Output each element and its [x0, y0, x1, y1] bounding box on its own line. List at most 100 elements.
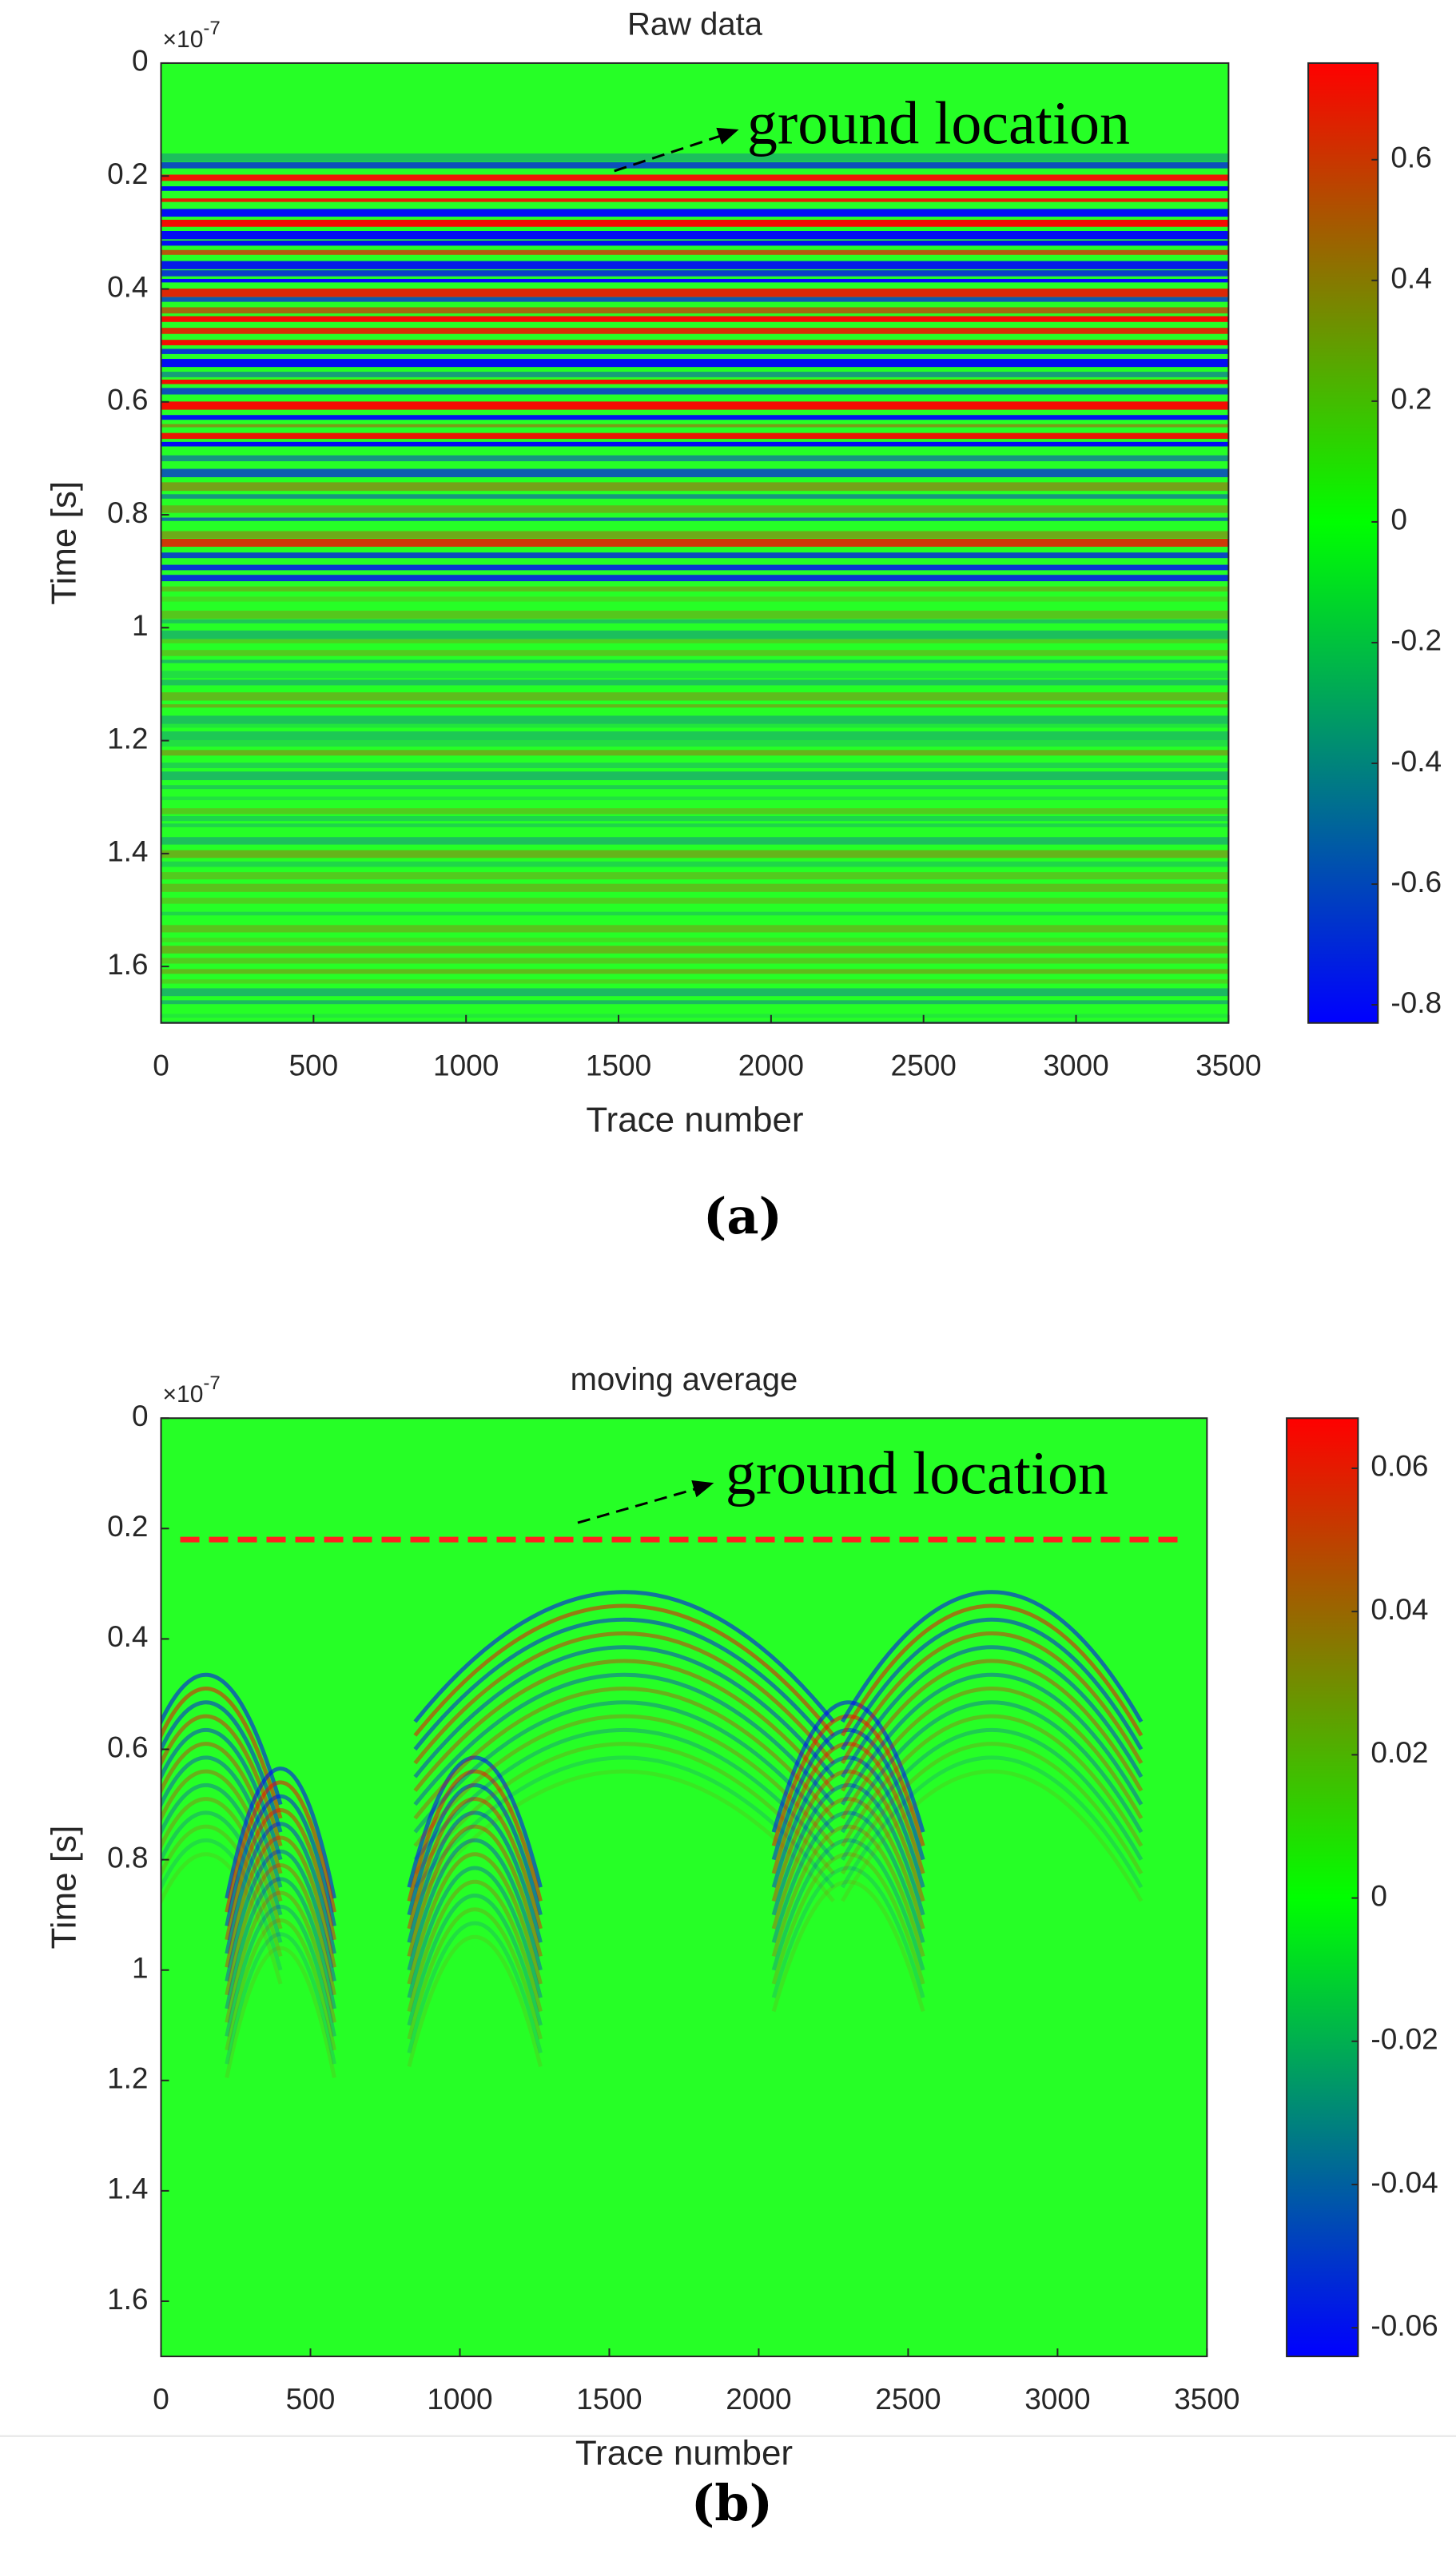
reflection [771, 1824, 925, 1958]
stripe [161, 771, 1229, 781]
stripe [161, 219, 1229, 227]
colorbar-tick-label: 0.6 [1390, 141, 1431, 174]
stripe [161, 349, 1229, 354]
stripe [161, 1000, 1229, 1005]
exponent: -7 [203, 1373, 220, 1395]
x-tick-label: 500 [288, 1050, 338, 1082]
y-tick-label: 1.2 [107, 722, 148, 755]
stripe [161, 455, 1229, 462]
reflection [840, 1603, 1144, 1737]
colorbar-tick-label: 0.4 [1390, 262, 1431, 295]
heatmap-texture [161, 153, 1229, 1023]
stripe [161, 372, 1229, 377]
y-tick-label: 0.8 [107, 496, 148, 529]
stripe [161, 639, 1229, 643]
y-tick-label: 1 [132, 609, 149, 642]
stripe [161, 946, 1229, 954]
stripe [161, 763, 1229, 768]
colorbar-tick-label: -0.4 [1390, 745, 1442, 778]
reflection [407, 1907, 543, 2040]
stripe [161, 739, 1229, 747]
reflection [225, 1780, 336, 1913]
colorbar-tick-label: -0.04 [1370, 2166, 1438, 2199]
stripe [161, 704, 1229, 708]
colorbar-tick-label: 0.06 [1370, 1450, 1428, 1483]
reflection [407, 1866, 543, 1998]
caption: (a) [703, 1187, 782, 1245]
x-tick-label: 3000 [1024, 2383, 1090, 2416]
x-tick-label: 3500 [1174, 2383, 1239, 2416]
stripe [161, 358, 1229, 368]
reflection [225, 1918, 336, 2051]
y-tick-label: 1.4 [107, 835, 148, 868]
stripe [161, 174, 1229, 181]
reflection [840, 1617, 1144, 1751]
x-tick-label: 2500 [891, 1050, 957, 1082]
y-tick-label: 0.6 [107, 384, 148, 416]
stripe [161, 575, 1229, 582]
x-tick-label: 0 [153, 2383, 169, 2416]
y-exponent: ×10-7 [163, 1373, 221, 1408]
reflection [407, 1797, 543, 1930]
reflection [840, 1631, 1144, 1765]
stripe [161, 1014, 1229, 1018]
reflection [840, 1742, 1144, 1875]
stripe [161, 424, 1229, 428]
reflection [771, 1852, 925, 1985]
stripe [161, 611, 1229, 619]
stripe [161, 186, 1229, 191]
stripe [161, 441, 1229, 447]
stripe [161, 586, 1229, 592]
reflection [407, 1838, 543, 1971]
y-tick-label: 1.6 [107, 2283, 148, 2316]
stripe [161, 517, 1229, 521]
x-tick-label: 1500 [576, 2383, 642, 2416]
reflection [840, 1769, 1144, 1902]
x-tick-label: 1000 [433, 1050, 499, 1082]
colorbar [1307, 62, 1379, 1024]
x-tick-label: 1000 [427, 2383, 492, 2416]
colorbar-tick-label: 0.02 [1370, 1736, 1428, 1769]
reflection [161, 1838, 283, 1971]
y-tick-label: 1.4 [107, 2173, 148, 2205]
reflection [407, 1810, 543, 1943]
stripe [161, 564, 1229, 571]
reflection [407, 1783, 543, 1916]
stripe [161, 432, 1229, 440]
reflection [840, 1700, 1144, 1834]
stripe [161, 307, 1229, 314]
y-tick-label: 0 [132, 45, 149, 78]
reflection [407, 1769, 543, 1902]
stripe [161, 816, 1229, 822]
reflection [225, 1877, 336, 2009]
stripe [161, 659, 1229, 663]
stripe [161, 482, 1229, 492]
reflection [225, 1905, 336, 2037]
stripe [161, 161, 1229, 169]
reflection [840, 1755, 1144, 1889]
stripe [161, 808, 1229, 815]
stripe [161, 316, 1229, 322]
stripe [161, 270, 1229, 277]
stripe [161, 850, 1229, 858]
y-tick-label: 0.2 [107, 157, 148, 190]
y-tick-label: 0.4 [107, 1620, 148, 1653]
colorbar-tick-label: -0.02 [1370, 2023, 1438, 2056]
reflection [413, 1742, 835, 1875]
stripe [161, 692, 1229, 701]
x-tick-label: 3000 [1043, 1050, 1108, 1082]
stripe [161, 925, 1229, 933]
stripe [161, 750, 1229, 756]
reflection [161, 1755, 283, 1888]
stripe [161, 505, 1229, 513]
reflection [840, 1659, 1144, 1792]
colorbar-tick-label: 0.04 [1370, 1593, 1428, 1626]
reflection [771, 1728, 925, 1861]
plot-frame [160, 1417, 1208, 2358]
y-tick-label: 0.2 [107, 1510, 148, 1543]
reflection [407, 1935, 543, 2068]
stripe [161, 872, 1229, 880]
stripe [161, 379, 1229, 384]
reflection [407, 1852, 543, 1985]
colorbar-tick-label: 0 [1370, 1879, 1387, 1912]
